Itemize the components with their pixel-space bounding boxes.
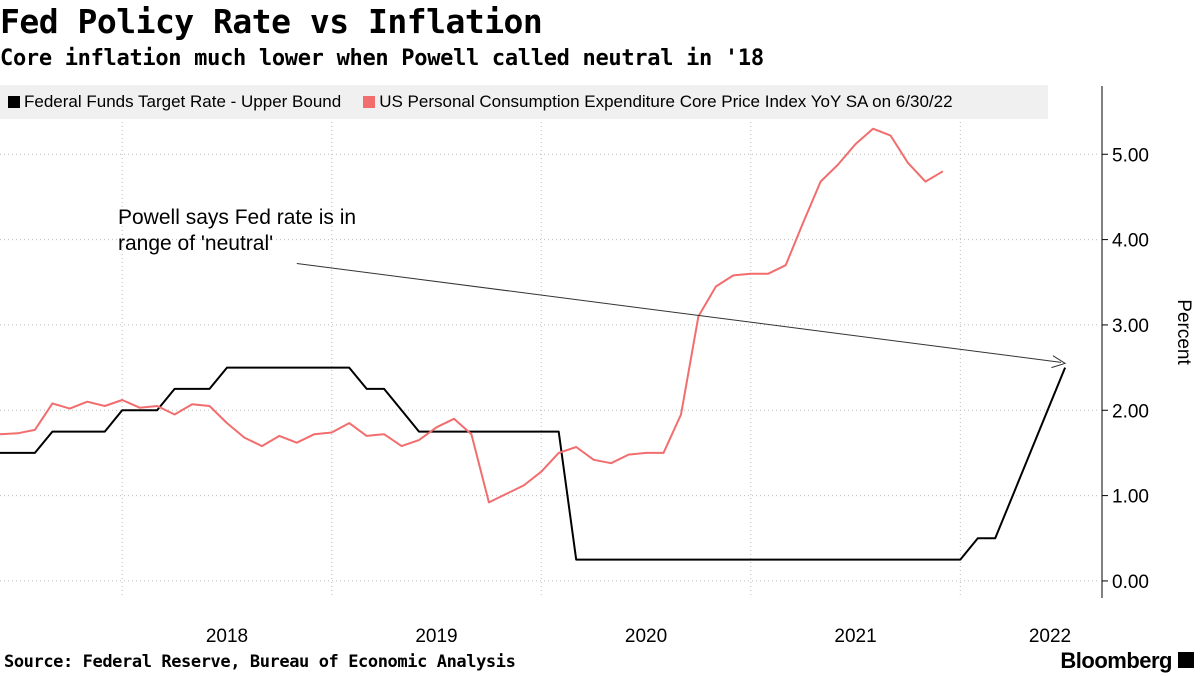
legend-label-fed: Federal Funds Target Rate - Upper Bound [24, 92, 342, 111]
grid-layer [0, 86, 1100, 598]
series-layer [0, 127, 1067, 561]
y-tick-label: 5.00 [1112, 145, 1149, 166]
annotation-text: range of 'neutral' [118, 232, 273, 255]
x-tick-label: 2018 [206, 626, 248, 647]
page-subtitle: Core inflation much lower when Powell ca… [0, 46, 764, 71]
series-line-fed-funds-rate [0, 366, 1067, 561]
x-tick-label: 2021 [834, 626, 876, 647]
series-line-core-pce [0, 127, 944, 504]
annotation-arrow-line [296, 262, 1062, 363]
axis-layer: 0.00 1.00 2.00 3.00 4.00 5.00 Percent 2018 2019 2… [206, 86, 1194, 647]
y-tick-label: 1.00 [1112, 487, 1149, 508]
annotation-arrowhead [1051, 355, 1067, 369]
y-tick-label: 2.00 [1112, 401, 1149, 422]
x-tick-label: 2019 [415, 626, 457, 647]
page-title: Fed Policy Rate vs Inflation [0, 2, 543, 41]
legend: Federal Funds Target Rate - Upper Bound … [0, 85, 1048, 119]
legend-swatch-pce [363, 96, 376, 108]
brand-logo: Bloomberg [1060, 648, 1172, 673]
annotation-text: Powell says Fed rate is in [118, 206, 356, 229]
legend-item-pce: US Personal Consumption Expenditure Core… [363, 92, 953, 112]
y-tick-label: 4.00 [1112, 231, 1149, 252]
x-tick-label: 2020 [625, 626, 667, 647]
legend-item-fed: Federal Funds Target Rate - Upper Bound [8, 92, 341, 112]
y-axis-label: Percent [1173, 299, 1194, 365]
source-note: Source: Federal Reserve, Bureau of Econo… [4, 652, 516, 672]
y-tick-label: 3.00 [1112, 316, 1149, 337]
x-tick-label: 2022 [1029, 626, 1071, 647]
legend-label-pce: US Personal Consumption Expenditure Core… [379, 92, 953, 111]
y-tick-label: 0.00 [1112, 572, 1149, 593]
bloomberg-icon [1178, 652, 1194, 668]
annotation-layer: Powell says Fed rate is in range of 'neut… [118, 206, 1067, 369]
legend-swatch-fed [8, 96, 20, 108]
